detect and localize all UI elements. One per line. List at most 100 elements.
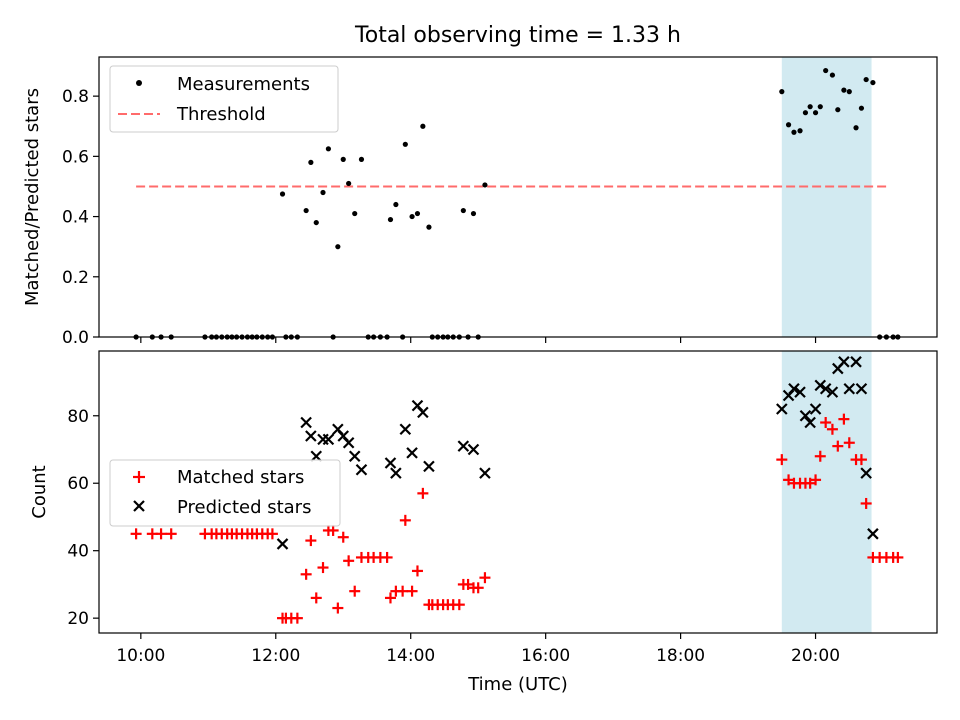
- matched-star-point: [479, 572, 491, 584]
- predicted-star-point: [788, 383, 800, 395]
- measurement-point: [335, 244, 341, 250]
- legend-matched-marker: [133, 471, 145, 483]
- predicted-star-point: [479, 467, 491, 479]
- matched-star-point: [397, 585, 409, 597]
- matched-star-point: [892, 551, 904, 563]
- measurement-point: [835, 107, 841, 113]
- measurement-point: [279, 191, 286, 197]
- measurement-point: [858, 105, 865, 111]
- bottom-ytick-label: 20: [67, 609, 89, 629]
- matched-star-point: [855, 454, 867, 466]
- predicted-star-point: [457, 440, 470, 452]
- bottom-legend: Matched stars Predicted stars: [109, 459, 341, 527]
- top-legend: Measurements Threshold: [109, 65, 339, 133]
- measurement-point: [420, 123, 426, 129]
- measurement-point: [320, 189, 326, 196]
- measurement-point: [841, 87, 847, 93]
- x-axis-label: Time (UTC): [467, 674, 568, 695]
- measurement-point: [829, 72, 836, 78]
- matched-star-point: [472, 582, 484, 594]
- predicted-star-point: [804, 416, 816, 429]
- matched-star-point: [776, 454, 788, 466]
- predicted-star-point: [342, 436, 355, 449]
- bottom-legend-box: [109, 459, 341, 527]
- bottom-ytick-label: 80: [67, 407, 89, 427]
- matched-star-point: [417, 487, 429, 499]
- measurement-point: [325, 146, 332, 152]
- matched-star-point: [832, 440, 844, 452]
- measurement-point: [802, 110, 809, 116]
- measurement-point: [863, 76, 869, 83]
- top-ytick-label: 0.8: [62, 87, 89, 107]
- top-ylabel: Matched/Predicted stars: [22, 88, 43, 306]
- top-ytick-label: 0.2: [62, 268, 89, 288]
- legend-measurements-marker: [136, 80, 142, 86]
- legend-measurements-label: Measurements: [177, 74, 310, 95]
- matched-star-point: [860, 497, 872, 509]
- measurement-point: [303, 207, 309, 214]
- predicted-star-point: [423, 460, 435, 473]
- predicted-star-point: [300, 416, 312, 429]
- matched-star-point: [411, 565, 423, 577]
- matched-star-point: [291, 612, 303, 624]
- predicted-star-point: [399, 423, 412, 436]
- predicted-star-point: [850, 356, 862, 368]
- predicted-star-point: [826, 386, 839, 398]
- predicted-star-point: [867, 528, 879, 540]
- measurement-point: [817, 104, 823, 110]
- matched-star-point: [843, 437, 855, 449]
- predicted-star-point: [819, 383, 832, 395]
- predicted-star-point: [348, 450, 361, 463]
- matched-star-point: [130, 528, 142, 540]
- xtick-label: 18:00: [656, 646, 705, 666]
- predicted-star-point: [855, 383, 868, 395]
- matched-star-point: [384, 592, 396, 604]
- predicted-star-point: [814, 379, 827, 392]
- measurement-point: [807, 104, 813, 110]
- measurement-point: [785, 122, 792, 128]
- legend-matched-label: Matched stars: [177, 467, 304, 488]
- legend-threshold-label: Threshold: [176, 104, 266, 125]
- legend-predicted-label: Predicted stars: [177, 497, 311, 518]
- predicted-star-point: [305, 430, 317, 442]
- matched-star-point: [343, 555, 355, 567]
- predicted-star-point: [467, 443, 480, 456]
- chart-title: Total observing time = 1.33 h: [354, 23, 681, 48]
- measurement-point: [791, 129, 797, 135]
- bottom-axes-frame: [98, 350, 938, 634]
- matched-star-point: [406, 585, 418, 597]
- matched-star-point: [810, 474, 822, 486]
- predicted-star-point: [317, 433, 329, 446]
- matched-star-point: [300, 568, 312, 580]
- measurement-point: [812, 110, 819, 116]
- top-panel: 0.00.20.40.60.8 Matched/Predicted stars …: [22, 56, 938, 348]
- matched-star-point: [349, 585, 361, 597]
- measurement-point: [779, 89, 785, 95]
- measurement-point: [402, 141, 408, 147]
- top-legend-box: [109, 65, 339, 133]
- matched-star-point: [820, 417, 832, 429]
- matched-star-point: [337, 531, 349, 543]
- measurement-point: [460, 207, 466, 214]
- predicted-star-point: [843, 383, 856, 395]
- matched-star-point: [332, 602, 344, 614]
- matched-star-point: [165, 528, 177, 540]
- top-ytick-label: 0.6: [62, 147, 89, 167]
- matched-star-point: [381, 551, 393, 563]
- top-highlight-band: [781, 57, 872, 337]
- predicted-star-point: [809, 403, 822, 415]
- measurement-point: [853, 125, 859, 131]
- top-axes-frame: [98, 56, 938, 338]
- xtick-label: 10:00: [116, 646, 165, 666]
- measurement-point: [426, 224, 432, 230]
- measurement-point: [870, 79, 876, 86]
- predicted-star-point: [390, 467, 402, 479]
- measurement-point: [346, 180, 352, 187]
- bottom-ytick-label: 60: [67, 474, 89, 494]
- matched-star-point: [317, 562, 329, 574]
- matched-star-point: [838, 413, 850, 425]
- measurement-point: [340, 156, 346, 162]
- predicted-star-point: [417, 406, 429, 419]
- matched-star-point: [814, 450, 826, 462]
